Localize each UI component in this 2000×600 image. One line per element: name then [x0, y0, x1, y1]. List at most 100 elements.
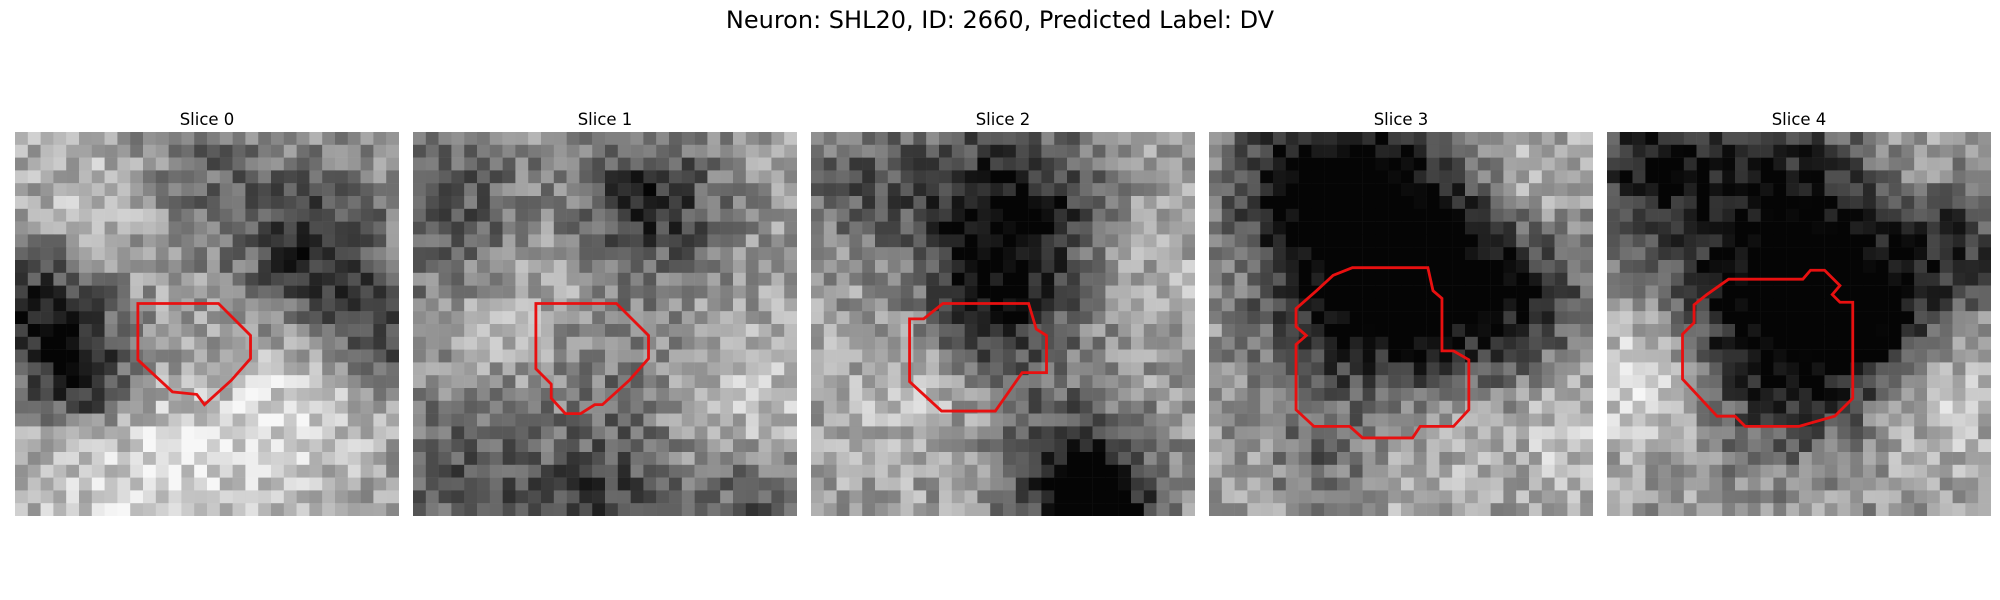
pixel [1735, 260, 1749, 274]
pixel [1247, 439, 1261, 453]
pixel [1747, 260, 1761, 274]
pixel [219, 375, 233, 389]
pixel [643, 464, 657, 478]
pixel [1067, 196, 1081, 210]
pixel [630, 298, 644, 312]
pixel [707, 336, 721, 350]
pixel [541, 285, 555, 299]
pixel [1118, 247, 1132, 261]
pixel [1477, 400, 1491, 414]
pixel [1503, 464, 1517, 478]
pixel [1092, 336, 1106, 350]
pixel [1875, 375, 1889, 389]
pixel [1619, 157, 1633, 171]
pixel [771, 298, 785, 312]
pixel [232, 298, 246, 312]
pixel [1311, 311, 1325, 325]
pixel [964, 375, 978, 389]
pixel [194, 324, 208, 338]
pixel [1952, 144, 1966, 158]
pixel [1735, 388, 1749, 402]
pixel [464, 285, 478, 299]
pixel [823, 452, 837, 466]
pixel [1747, 285, 1761, 299]
pixel [219, 324, 233, 338]
pixel [1401, 336, 1415, 350]
pixel [451, 170, 465, 184]
pixel [1850, 208, 1864, 222]
pixel [1863, 324, 1877, 338]
pixel [669, 247, 683, 261]
pixel [643, 247, 657, 261]
pixel [1580, 375, 1593, 389]
pixel [271, 490, 285, 504]
pixel [1169, 208, 1183, 222]
pixel [1850, 464, 1864, 478]
pixel [605, 311, 619, 325]
pixel [1567, 362, 1581, 376]
pixel [194, 490, 208, 504]
pixel [1696, 170, 1710, 184]
pixel [1541, 170, 1555, 184]
pixel [15, 439, 29, 453]
pixel [1015, 260, 1029, 274]
pixel [1541, 490, 1555, 504]
pixel [1824, 400, 1838, 414]
pixel [347, 311, 361, 325]
pixel [1465, 132, 1479, 146]
pixel [1311, 196, 1325, 210]
pixel [194, 208, 208, 222]
pixel [707, 311, 721, 325]
pixel [1003, 362, 1017, 376]
pixel [1786, 157, 1800, 171]
pixel [1003, 234, 1017, 248]
pixel [1182, 183, 1195, 197]
pixel [373, 362, 387, 376]
pixel [1209, 503, 1223, 516]
pixel [579, 477, 593, 491]
pixel [1632, 336, 1646, 350]
pixel [771, 196, 785, 210]
pixel [771, 183, 785, 197]
pixel [79, 285, 93, 299]
pixel [168, 196, 182, 210]
pixel [784, 221, 797, 235]
pixel [1799, 272, 1813, 286]
pixel [425, 170, 439, 184]
pixel [464, 234, 478, 248]
pixel [413, 157, 427, 171]
pixel [413, 298, 427, 312]
pixel [681, 400, 695, 414]
pixel [1465, 375, 1479, 389]
pixel [720, 183, 734, 197]
pixel [1349, 132, 1363, 146]
pixel [1413, 196, 1427, 210]
pixel [1273, 196, 1287, 210]
pixel [528, 375, 542, 389]
pixel [502, 132, 516, 146]
pixel [849, 272, 863, 286]
pixel [1426, 439, 1440, 453]
pixel [1786, 375, 1800, 389]
pixel [1516, 132, 1530, 146]
pixel [1529, 208, 1543, 222]
pixel [964, 349, 978, 363]
pixel [745, 477, 759, 491]
pixel [1671, 183, 1685, 197]
pixel [1799, 144, 1813, 158]
pixel [1156, 196, 1170, 210]
pixel [1901, 503, 1915, 516]
pixel [1632, 144, 1646, 158]
pixel [939, 234, 953, 248]
pixel [130, 170, 144, 184]
pixel [1786, 426, 1800, 440]
pixel [1541, 285, 1555, 299]
pixel [1105, 144, 1119, 158]
pixel [1607, 452, 1621, 466]
pixel [1337, 375, 1351, 389]
pixel [745, 221, 759, 235]
pixel [926, 452, 940, 466]
pixel [643, 452, 657, 466]
pixel [1541, 272, 1555, 286]
pixel [1273, 221, 1287, 235]
